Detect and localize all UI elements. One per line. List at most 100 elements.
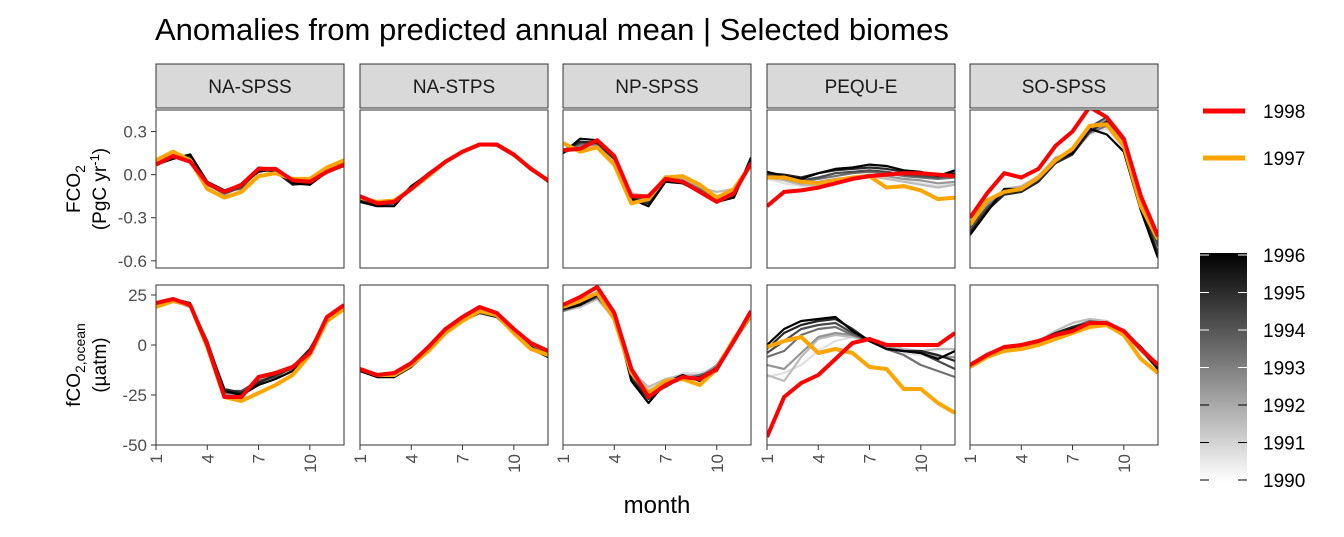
y-axis-title-line2: (µatm) [90, 337, 111, 392]
chart-title: Anomalies from predicted annual mean | S… [155, 12, 949, 47]
panel-lines [156, 149, 344, 200]
x-tick-label: 7 [1064, 454, 1083, 463]
panel-border [766, 109, 956, 269]
colorbar-legend: 1996 1995 1994 1993 1992 1991 1990 [1200, 246, 1306, 492]
series-line-1995 [360, 143, 548, 206]
y-axis-title-unit-end: ) [90, 148, 111, 154]
series-line-1996 [360, 143, 548, 208]
y-tick-label: 25 [128, 286, 147, 305]
series-line-1992 [563, 293, 751, 393]
panel-lines [970, 110, 1158, 259]
colorbar-label-1992: 1992 [1263, 396, 1305, 417]
y-axis-title: FCO2 (PgC yr-1) [64, 148, 111, 230]
series-line-1998 [767, 171, 955, 208]
x-tick-label: 1 [758, 454, 777, 463]
series-line-1998 [970, 321, 1158, 367]
x-axes: 1 4 7 10 1 4 7 10 1 4 7 10 1 4 7 10 1 4 7 10 [147, 445, 1134, 473]
series-line-1991 [360, 143, 548, 206]
y-axis-title-unit: (µatm) [90, 337, 111, 392]
facet-panel [359, 109, 549, 269]
x-tick-label: 7 [250, 454, 269, 463]
facet-strip-label: NP-SPSS [615, 77, 698, 98]
colorbar-label-1996: 1996 [1263, 246, 1305, 267]
legend-label-1997: 1997 [1263, 149, 1305, 170]
panel-border [969, 284, 1159, 446]
panel-lines [563, 137, 751, 208]
panel-border [562, 109, 752, 269]
y-axes: 0.3 0.0 -0.3 -0.6 25 0 -25 -50 [118, 123, 156, 455]
series-line-1998 [360, 142, 548, 206]
series-line-1998 [970, 110, 1158, 238]
series-line-1994 [360, 143, 548, 205]
series-line-1998 [156, 297, 344, 399]
panel-lines [767, 315, 955, 438]
facet-strip-label: PEQU-E [825, 77, 898, 98]
y-axis-title-line2: (PgC yr-1) [87, 148, 111, 230]
panel-lines [970, 317, 1158, 375]
x-tick-label: 1 [351, 454, 370, 463]
facet-panel [969, 284, 1159, 446]
panel-lines [563, 285, 751, 405]
series-line-1990 [563, 295, 751, 391]
facet-strips: NA-SPSS NA-STPS NP-SPSS PEQU-E SO-SPSS [155, 63, 1159, 109]
x-tick-label: 4 [809, 454, 828, 463]
series-line-1992 [360, 143, 548, 205]
y-tick-label: -50 [122, 436, 147, 455]
series-line-1996 [156, 299, 344, 397]
series-line-1993 [360, 307, 548, 379]
y-axis-title-unit: (PgC yr [90, 165, 111, 230]
facet-strip [155, 63, 345, 109]
y-tick-label: -0.3 [118, 209, 147, 228]
series-line-1998 [563, 285, 751, 399]
x-axis-title: month [624, 492, 691, 519]
facet-panel [562, 109, 752, 269]
panel-border [969, 109, 1159, 269]
series-line-1998 [767, 331, 955, 438]
series-line-1997 [360, 142, 548, 204]
x-tick-label: 10 [505, 454, 524, 473]
facet-panel [155, 284, 345, 446]
x-tick-label: 1 [147, 454, 166, 463]
facet-panel [562, 284, 752, 446]
y-axis-title-subscript: 2,ocean [72, 323, 88, 373]
facet-strip [359, 63, 549, 109]
series-line-1998 [156, 154, 344, 194]
y-tick-label: 0.0 [123, 166, 147, 185]
facet-strip [562, 63, 752, 109]
colorbar-label-1990: 1990 [1263, 471, 1305, 492]
series-line-1990 [970, 127, 1158, 250]
x-tick-label: 10 [301, 454, 320, 473]
colorbar-label-1993: 1993 [1263, 359, 1305, 380]
x-tick-label: 1 [961, 454, 980, 463]
colorbar-label-1994: 1994 [1263, 321, 1306, 342]
colorbar-label-1991: 1991 [1263, 434, 1305, 455]
y-tick-label: 0.3 [123, 123, 147, 142]
facet-strip [969, 63, 1159, 109]
y-tick-label: 0 [138, 336, 147, 355]
facet-panels [155, 109, 1159, 446]
panel-border [359, 284, 549, 446]
series-line-1998 [563, 138, 751, 204]
facet-panel [766, 109, 956, 269]
x-tick-label: 4 [198, 454, 217, 463]
series-line-1998 [360, 305, 548, 377]
series-line-1994 [563, 295, 751, 397]
panel-border [155, 284, 345, 446]
series-line-1997 [563, 291, 751, 395]
panel-lines [767, 163, 955, 208]
panel-border [766, 284, 956, 446]
series-line-1997 [970, 323, 1158, 375]
facet-strip-label: NA-STPS [413, 77, 495, 98]
x-tick-label: 10 [912, 454, 931, 473]
x-tick-label: 4 [1012, 454, 1031, 463]
facet-strip-label: SO-SPSS [1022, 77, 1106, 98]
series-line-1996 [767, 315, 955, 361]
x-tick-label: 7 [657, 454, 676, 463]
y-axis-title-unit-superscript: -1 [87, 154, 102, 166]
series-line-1993 [563, 295, 751, 395]
series-line-1993 [360, 143, 548, 206]
y-axis-title-subscript: 2 [72, 165, 88, 173]
y-axis-title-line1: fCO2,ocean [64, 323, 88, 407]
series-line-1993 [970, 124, 1158, 247]
